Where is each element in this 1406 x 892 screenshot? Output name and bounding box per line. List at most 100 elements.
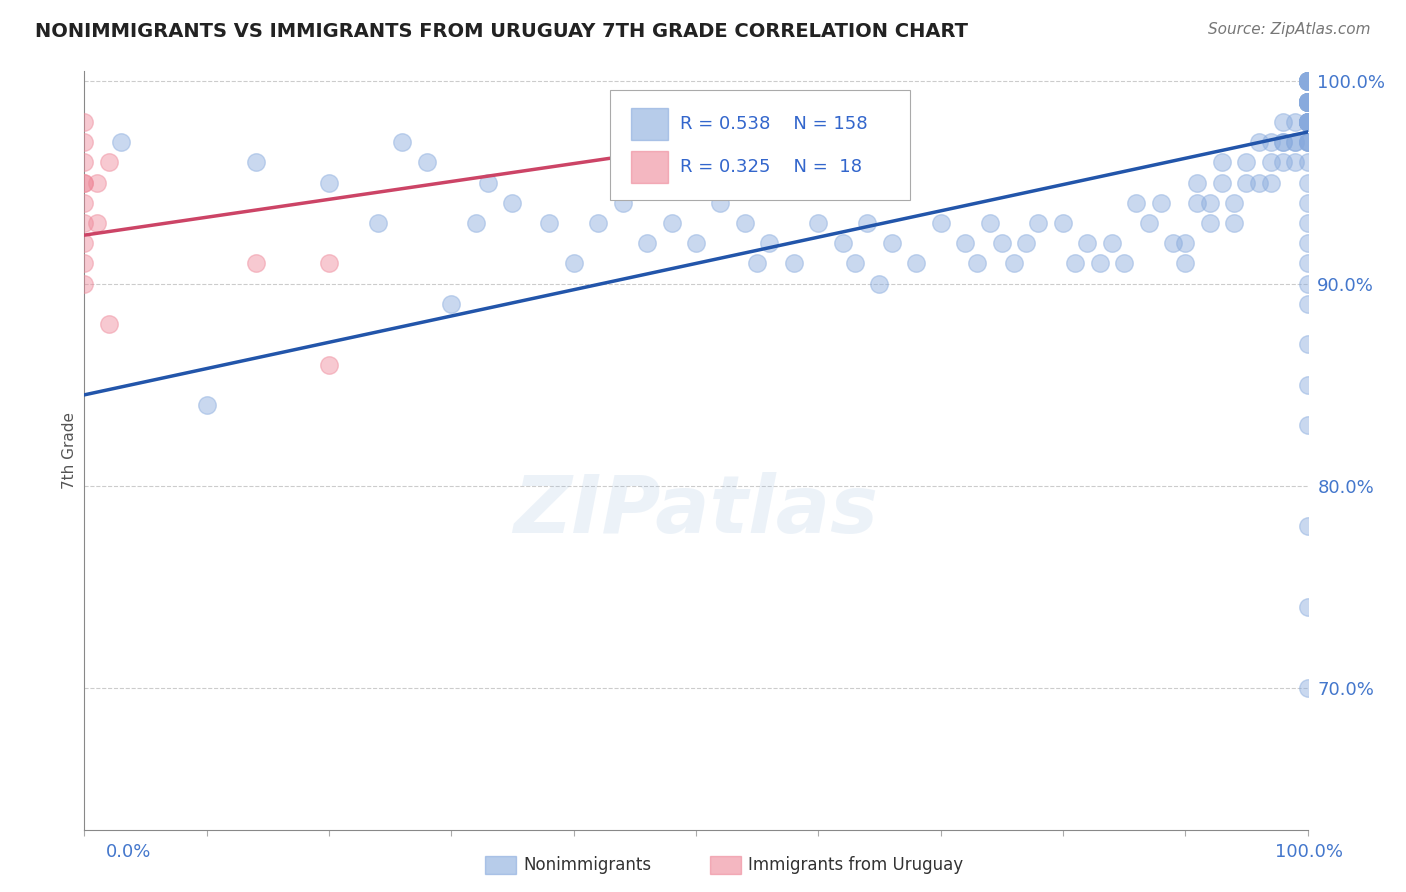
Point: [1296, 95, 1319, 109]
Point: [1296, 681, 1319, 695]
Point: [73, 155, 96, 169]
Point: [195, 398, 218, 412]
Point: [807, 216, 830, 230]
Point: [1223, 195, 1246, 210]
Point: [1296, 95, 1319, 109]
Point: [1247, 176, 1270, 190]
Point: [966, 256, 988, 270]
Point: [1223, 216, 1246, 230]
Point: [1296, 74, 1319, 88]
Point: [73, 176, 96, 190]
Point: [1296, 216, 1319, 230]
Point: [1296, 95, 1319, 109]
Point: [1296, 74, 1319, 88]
Point: [1296, 277, 1319, 291]
Point: [97, 317, 120, 331]
Point: [1296, 600, 1319, 615]
Point: [1296, 135, 1319, 149]
Point: [880, 236, 903, 251]
Point: [1125, 195, 1147, 210]
Point: [1296, 95, 1319, 109]
Point: [783, 256, 806, 270]
Point: [1296, 95, 1319, 109]
Point: [391, 135, 413, 149]
Point: [1296, 337, 1319, 351]
Point: [1272, 155, 1295, 169]
Point: [367, 216, 389, 230]
Point: [1260, 135, 1282, 149]
Point: [1296, 95, 1319, 109]
Point: [1296, 176, 1319, 190]
Point: [73, 115, 96, 129]
Point: [318, 176, 340, 190]
Point: [1296, 74, 1319, 88]
Point: [1064, 256, 1087, 270]
Point: [1198, 195, 1220, 210]
Point: [1296, 95, 1319, 109]
Point: [1284, 115, 1306, 129]
Point: [245, 256, 267, 270]
Point: [1272, 135, 1295, 149]
Point: [953, 236, 976, 251]
Point: [709, 135, 731, 149]
Point: [1272, 135, 1295, 149]
Point: [73, 236, 96, 251]
Point: [1260, 176, 1282, 190]
Point: [110, 135, 132, 149]
Point: [709, 195, 731, 210]
Point: [1187, 195, 1209, 210]
Point: [1296, 418, 1319, 433]
Point: [1211, 176, 1233, 190]
Point: [586, 216, 609, 230]
Point: [636, 236, 658, 251]
Point: [1236, 155, 1258, 169]
Point: [991, 236, 1014, 251]
Point: [1211, 155, 1233, 169]
Point: [416, 155, 439, 169]
Text: ZIPatlas: ZIPatlas: [513, 472, 879, 550]
Point: [1296, 95, 1319, 109]
Point: [1296, 74, 1319, 88]
Point: [1296, 115, 1319, 129]
Point: [1137, 216, 1160, 230]
Point: [1296, 236, 1319, 251]
Point: [869, 277, 891, 291]
Point: [1198, 216, 1220, 230]
Point: [1296, 74, 1319, 88]
Point: [1284, 135, 1306, 149]
Point: [1296, 115, 1319, 129]
Point: [1101, 236, 1123, 251]
Point: [1296, 74, 1319, 88]
Point: [86, 176, 108, 190]
Point: [1296, 115, 1319, 129]
Point: [661, 216, 683, 230]
Point: [1296, 74, 1319, 88]
Point: [1296, 155, 1319, 169]
Point: [1296, 95, 1319, 109]
Point: [1296, 74, 1319, 88]
Point: [1296, 74, 1319, 88]
Point: [1296, 297, 1319, 311]
Point: [1296, 95, 1319, 109]
Point: [1296, 95, 1319, 109]
Point: [1296, 95, 1319, 109]
Point: [1296, 74, 1319, 88]
Point: [1161, 236, 1184, 251]
Point: [1296, 95, 1319, 109]
Point: [1296, 95, 1319, 109]
Point: [440, 297, 463, 311]
Point: [1236, 176, 1258, 190]
Point: [1076, 236, 1098, 251]
Point: [1296, 95, 1319, 109]
Point: [1174, 236, 1197, 251]
Text: R = 0.325    N =  18: R = 0.325 N = 18: [681, 158, 862, 176]
Point: [831, 236, 853, 251]
Point: [1296, 115, 1319, 129]
Point: [1296, 74, 1319, 88]
Point: [1296, 95, 1319, 109]
Point: [73, 195, 96, 210]
Point: [1015, 236, 1038, 251]
Point: [1296, 74, 1319, 88]
Point: [1284, 155, 1306, 169]
Point: [1296, 74, 1319, 88]
